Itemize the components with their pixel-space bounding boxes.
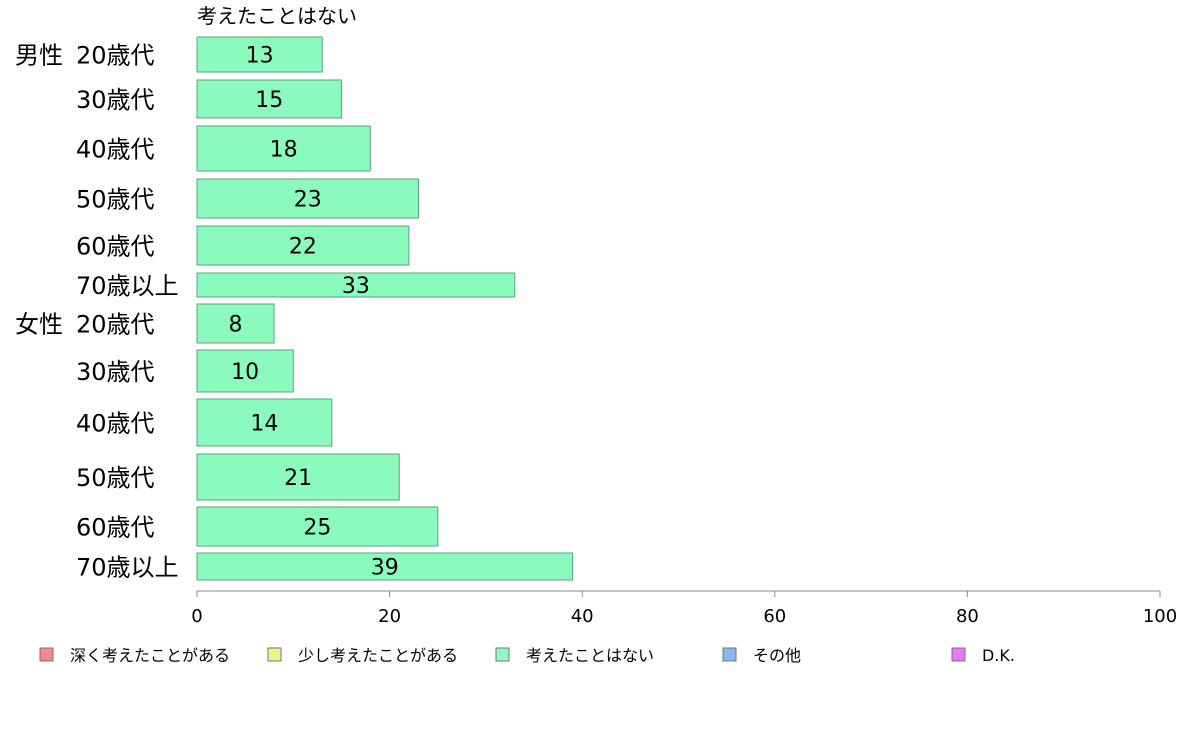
- bar-male-5: [196, 272, 516, 298]
- series-title: 考えたことはない: [197, 4, 357, 28]
- category-label: 60歳代: [76, 514, 155, 542]
- bars-layer: 13 15 18 23 22 33 8 10 14 21 25 39: [196, 36, 574, 581]
- bar-female-4: [196, 506, 439, 547]
- category-label: 50歳代: [76, 464, 155, 492]
- category-label: 40歳代: [76, 410, 155, 438]
- bar-female-3: [196, 453, 400, 501]
- x-axis: 0 20 40 60 80 100: [191, 590, 1177, 627]
- value-label: 14: [250, 412, 278, 437]
- legend: 深く考えたことがある 少し考えたことがある 考えたことはない その他 D.K.: [39, 646, 1015, 665]
- group-label: 男性: [15, 42, 63, 70]
- category-label: 30歳代: [76, 86, 155, 114]
- bar-female-5: [196, 552, 574, 581]
- value-label: 8: [229, 313, 243, 338]
- value-label: 10: [231, 360, 259, 385]
- bar-male-4: [196, 225, 410, 266]
- legend-swatch: [951, 647, 966, 662]
- legend-label: その他: [753, 646, 801, 665]
- legend-swatch: [495, 647, 510, 662]
- x-tick-label: 40: [571, 606, 594, 627]
- x-tick-label: 60: [763, 606, 786, 627]
- category-label: 70歳以上: [76, 554, 179, 582]
- bar-female-2: [196, 398, 333, 447]
- x-tick-label: 100: [1143, 606, 1177, 627]
- legend-swatch: [39, 647, 54, 662]
- value-label: 18: [270, 138, 298, 163]
- legend-swatch: [267, 647, 282, 662]
- value-label: 22: [289, 235, 317, 260]
- bar-male-1: [196, 79, 342, 119]
- category-label: 70歳以上: [76, 272, 179, 300]
- bar-female-0: [196, 303, 275, 344]
- category-label: 20歳代: [76, 311, 155, 339]
- value-label: 21: [284, 466, 312, 491]
- bar-male-3: [196, 178, 419, 219]
- category-labels: 20歳代男性30歳代40歳代50歳代60歳代70歳以上20歳代女性30歳代40歳…: [15, 42, 179, 582]
- bar-male-0: [196, 36, 323, 73]
- x-tick-label: 0: [191, 606, 202, 627]
- value-label: 13: [246, 44, 274, 69]
- category-label: 40歳代: [76, 136, 155, 164]
- value-label: 23: [294, 188, 322, 213]
- value-label: 39: [371, 556, 399, 581]
- x-tick-label: 20: [378, 606, 401, 627]
- category-label: 30歳代: [76, 358, 155, 386]
- legend-label: 考えたことはない: [526, 646, 654, 665]
- legend-label: 深く考えたことがある: [70, 646, 230, 665]
- value-label: 33: [342, 274, 370, 299]
- category-label: 60歳代: [76, 233, 155, 261]
- legend-swatch: [722, 647, 737, 662]
- bar-female-1: [196, 349, 294, 393]
- legend-label: D.K.: [982, 646, 1015, 665]
- legend-label: 少し考えたことがある: [298, 646, 458, 665]
- value-label: 25: [303, 516, 331, 541]
- group-label: 女性: [15, 311, 63, 339]
- category-label: 20歳代: [76, 42, 155, 70]
- category-label: 50歳代: [76, 186, 155, 214]
- value-label: 15: [255, 88, 283, 113]
- bar-male-2: [196, 125, 371, 172]
- x-tick-label: 80: [956, 606, 979, 627]
